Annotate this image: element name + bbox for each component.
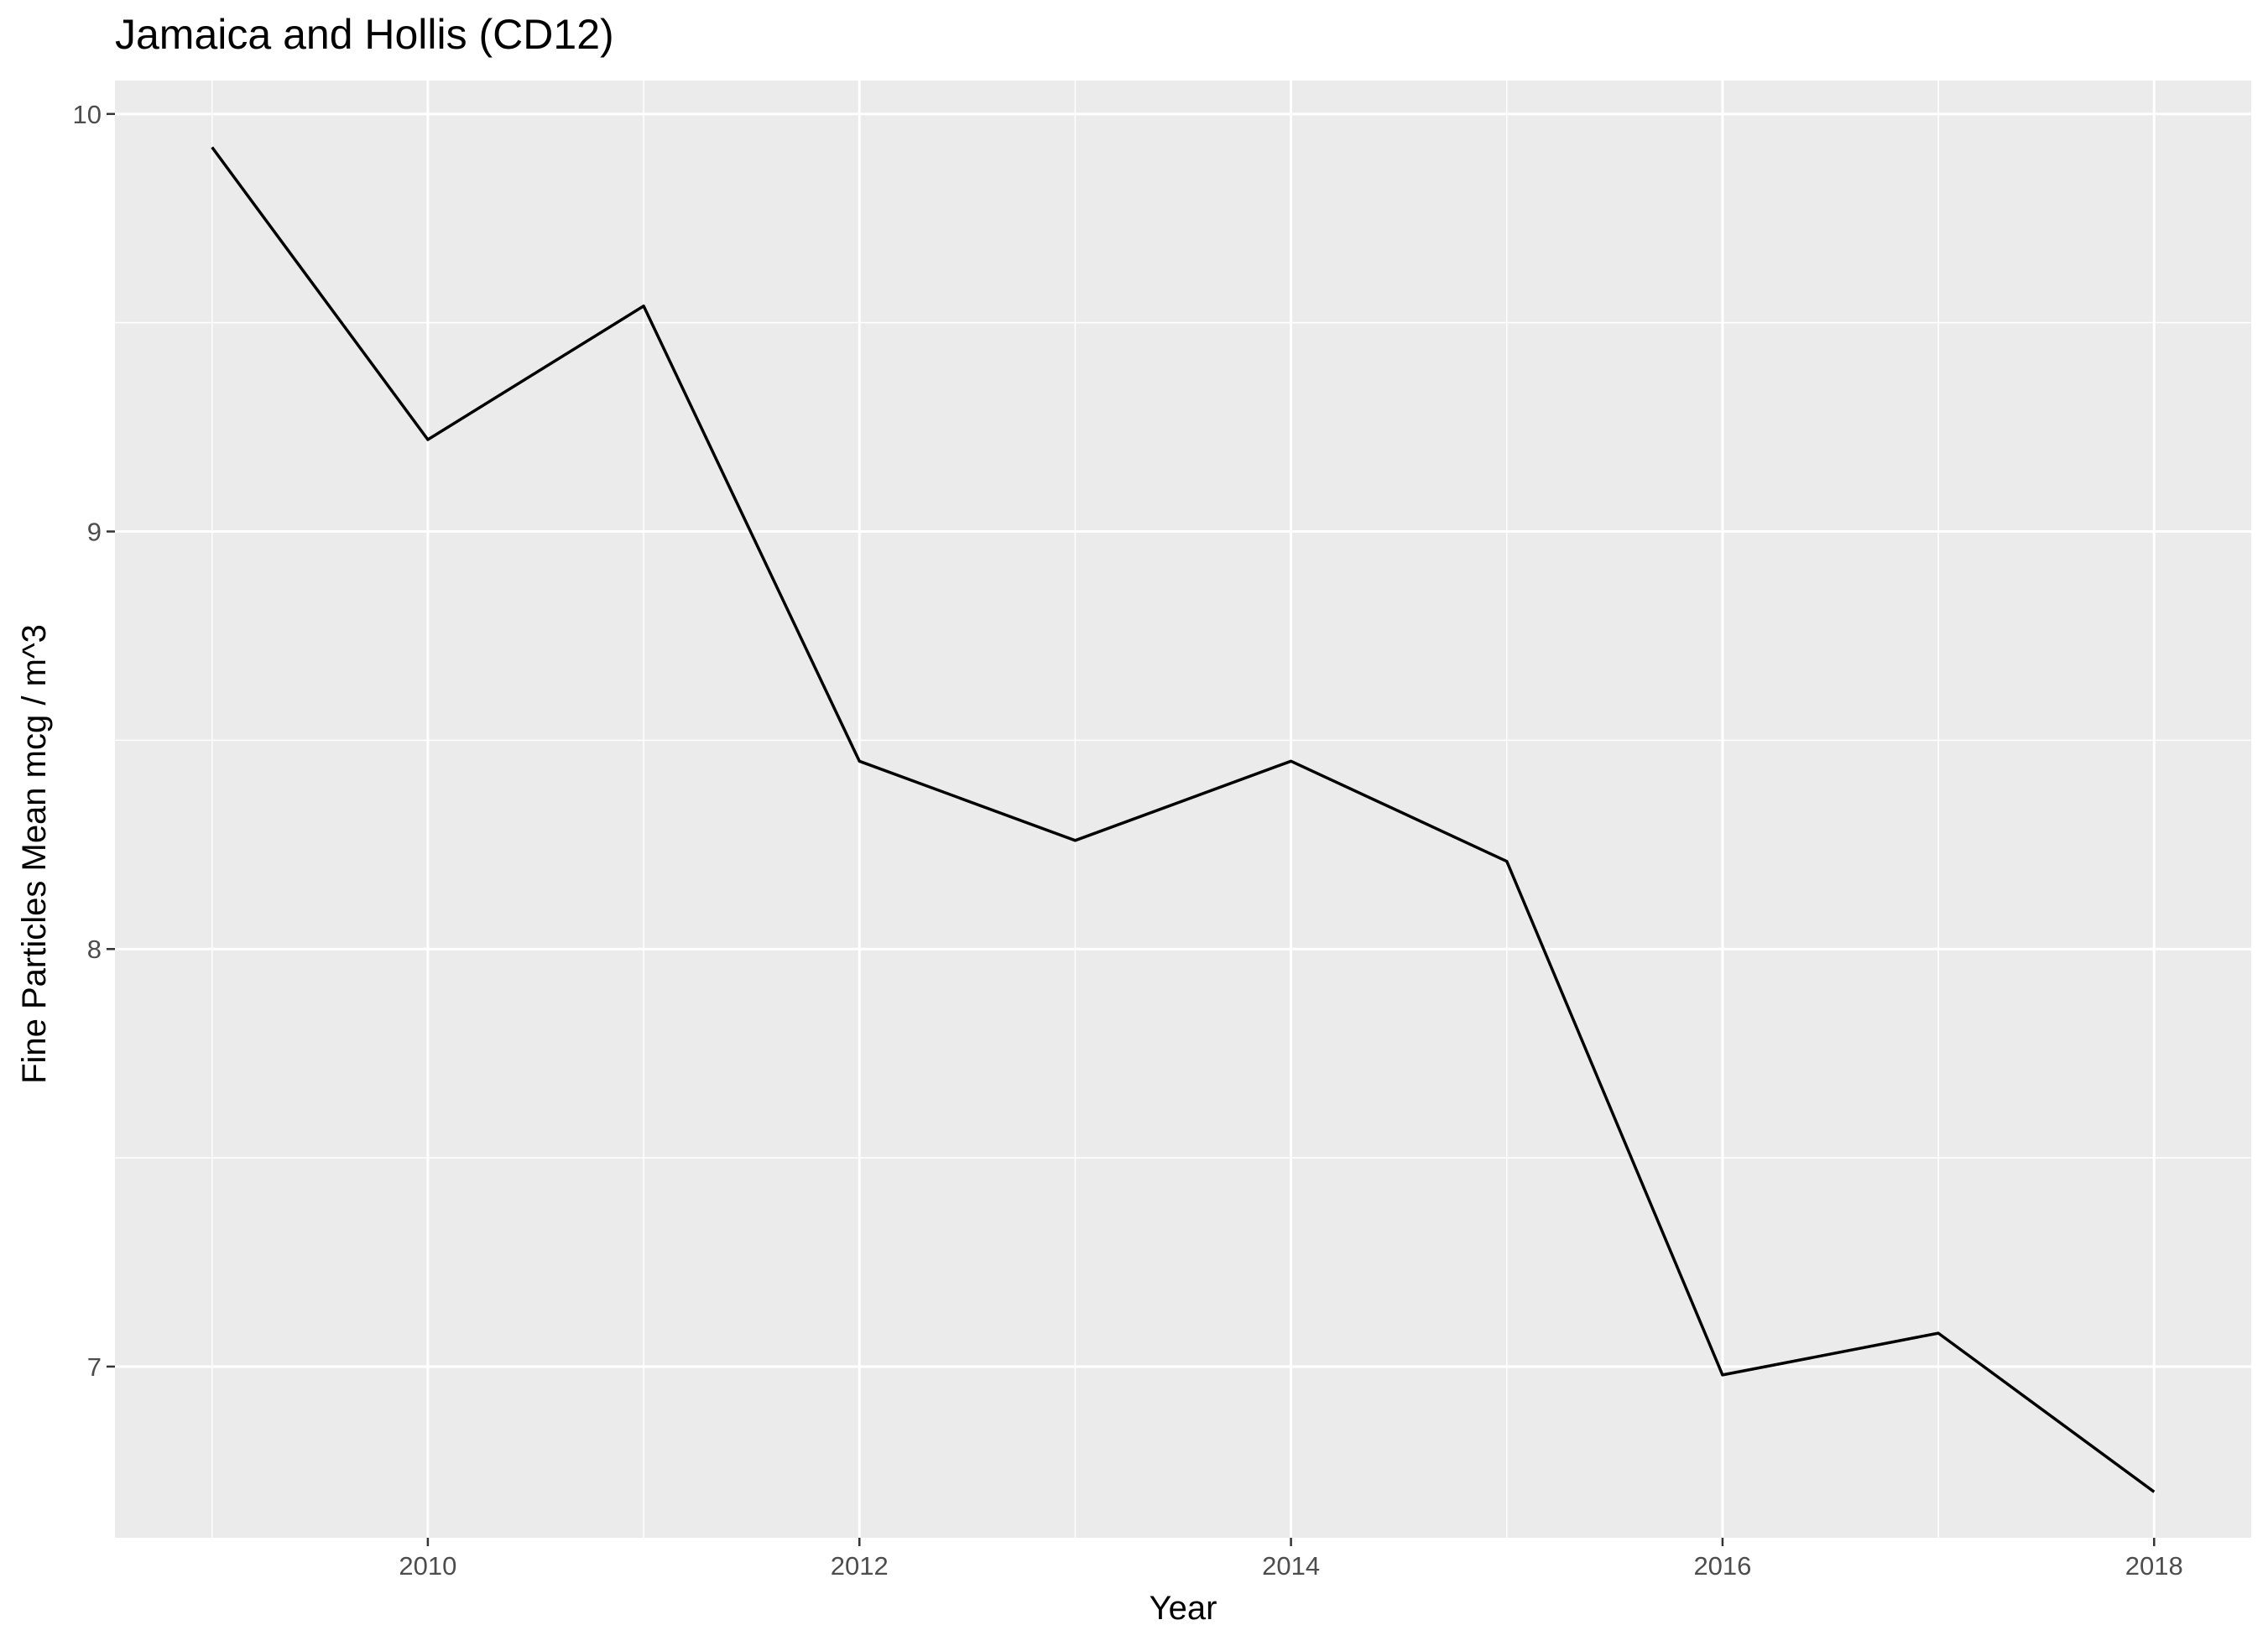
x-tick-label: 2012 [831,1551,889,1581]
x-tick-label: 2010 [399,1551,456,1581]
y-axis-title: Fine Particles Mean mcg / m^3 [16,624,53,1084]
x-axis-title: Year [1150,1590,1217,1627]
x-axis: 2010 2012 2014 2016 2018 [399,1538,2183,1581]
chart-title: Jamaica and Hollis (CD12) [115,11,614,58]
grid-major-y [115,112,2251,1368]
grid-major-x [426,81,2156,1538]
grid-minor-y [115,321,2251,1159]
series-layer [211,146,2156,1493]
grid-minor-x [211,81,1939,1538]
y-tick-label: 8 [87,935,102,964]
x-tick-label: 2018 [2125,1551,2183,1581]
y-axis: 7 8 9 10 [73,100,115,1382]
y-tick-label: 9 [87,518,102,547]
x-tick-label: 2016 [1693,1551,1751,1581]
plot-panel [115,81,2251,1538]
series-line [211,146,2156,1493]
x-tick-label: 2014 [1262,1551,1320,1581]
y-tick-label: 10 [73,100,102,129]
y-tick-label: 7 [87,1352,102,1382]
